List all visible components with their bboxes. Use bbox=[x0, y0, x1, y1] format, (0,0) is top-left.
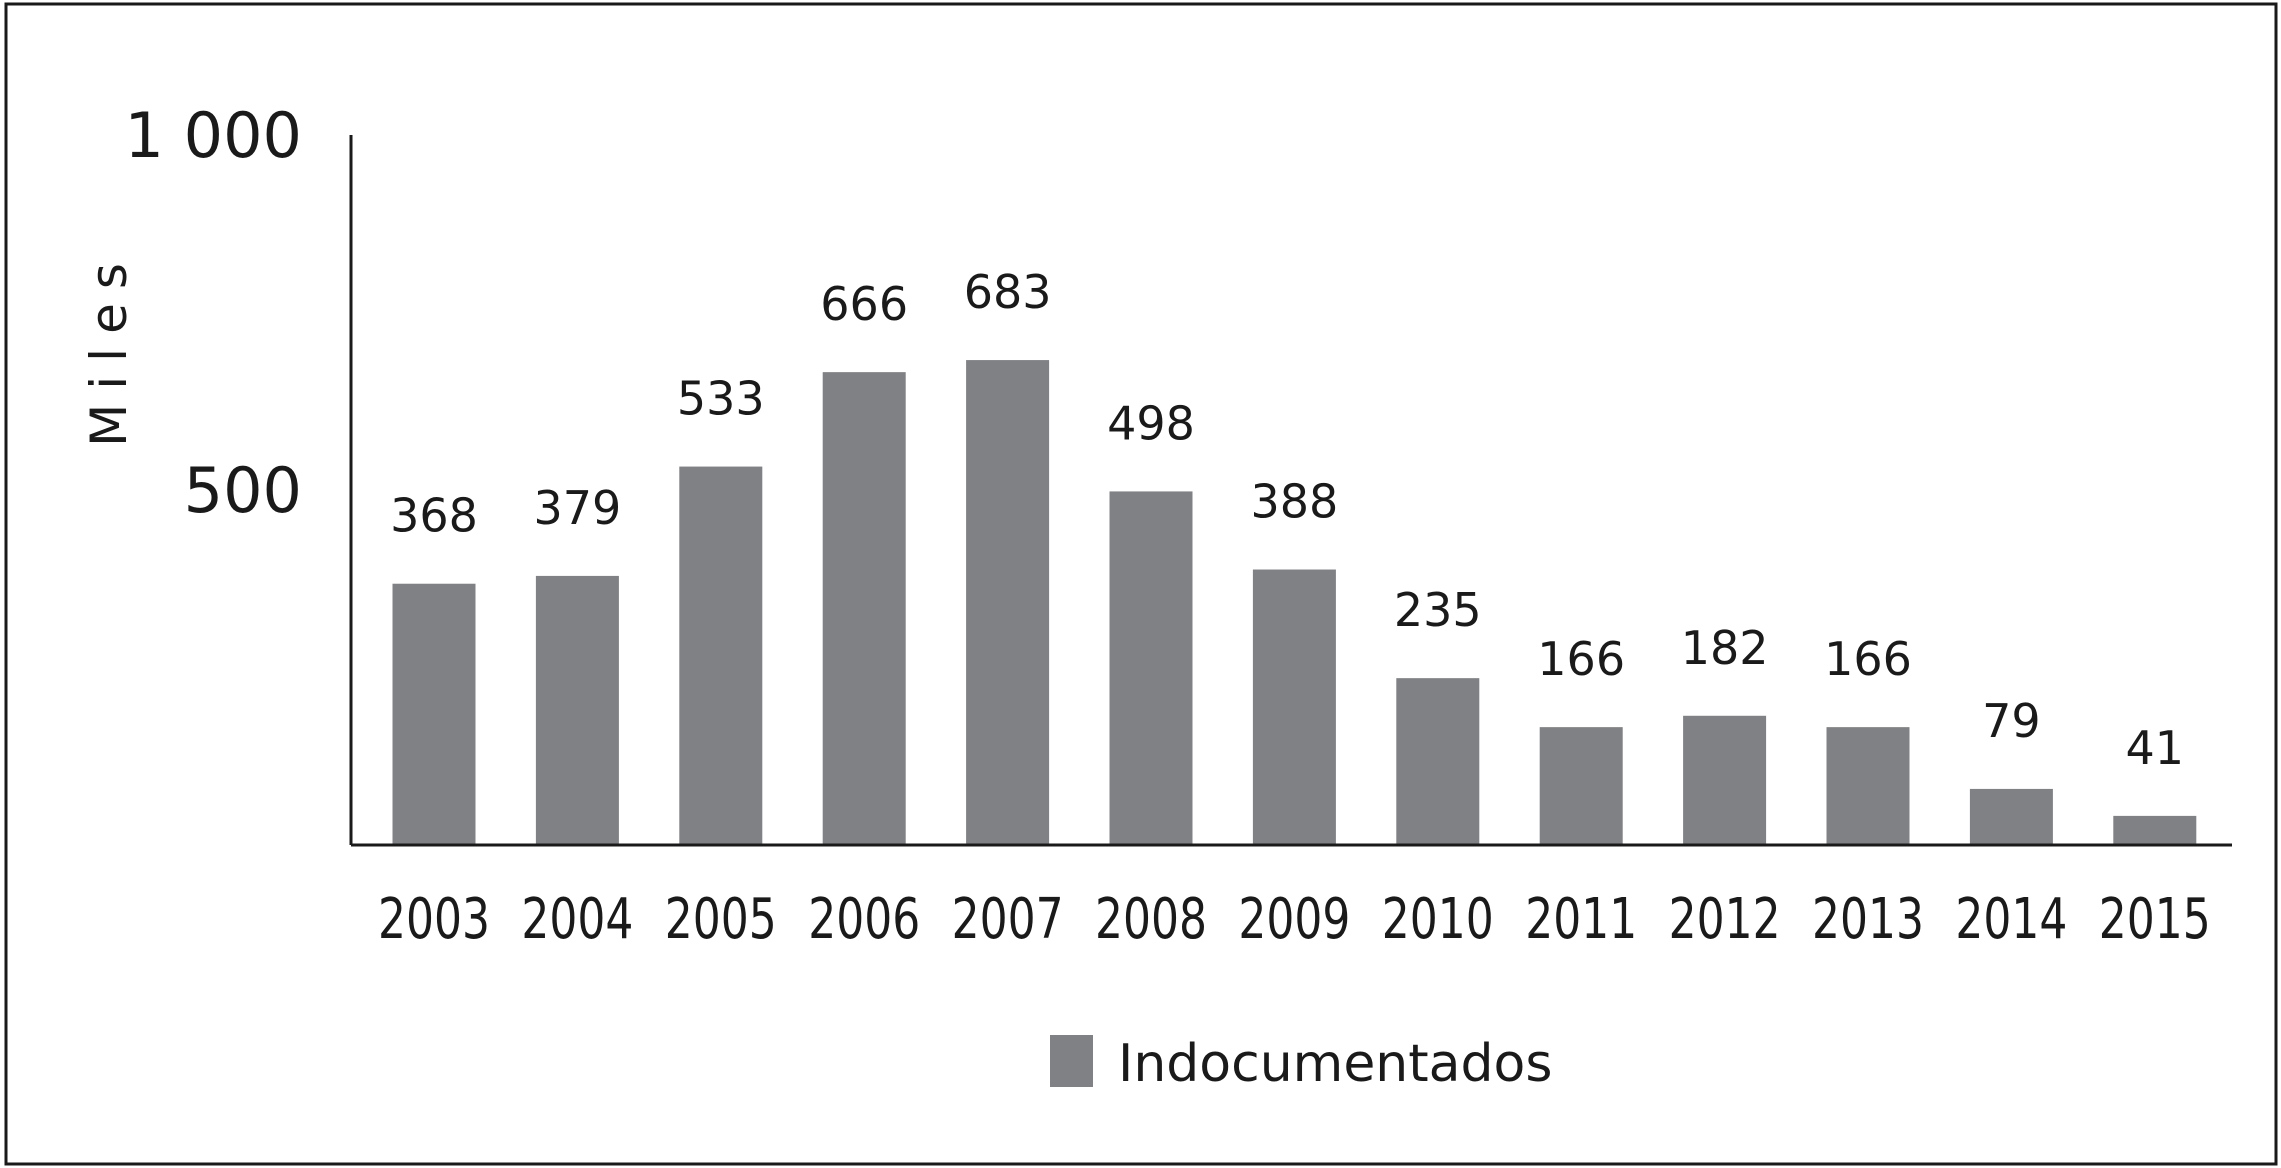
bar-2007 bbox=[966, 360, 1050, 845]
x-tick-label-2010: 2010 bbox=[1382, 887, 1494, 952]
data-label-2010: 235 bbox=[1394, 583, 1482, 637]
legend: Indocumentados bbox=[1050, 1034, 1552, 1094]
bar-2004 bbox=[535, 575, 619, 845]
x-tick-label-2012: 2012 bbox=[1669, 887, 1781, 952]
legend-swatch bbox=[1050, 1035, 1093, 1087]
data-label-2004: 379 bbox=[533, 481, 621, 535]
bar-2014 bbox=[1969, 788, 2053, 845]
x-tick-label-2004: 2004 bbox=[521, 887, 633, 952]
x-tick-label-2014: 2014 bbox=[1955, 887, 2067, 952]
bar-2003 bbox=[392, 583, 476, 845]
bar-2009 bbox=[1252, 569, 1336, 845]
bar-2011 bbox=[1539, 727, 1623, 845]
bar-2008 bbox=[1109, 491, 1193, 845]
data-label-2012: 182 bbox=[1681, 621, 1769, 675]
data-label-2003: 368 bbox=[390, 489, 478, 543]
data-label-2015: 41 bbox=[2126, 721, 2185, 775]
y-axis-label: Miles bbox=[80, 249, 138, 447]
data-label-2008: 498 bbox=[1107, 396, 1195, 450]
y-tick-labels-layer: 500 1 000 bbox=[125, 99, 303, 527]
x-tick-label-2013: 2013 bbox=[1812, 887, 1924, 952]
bar-2005 bbox=[679, 466, 763, 845]
data-label-2009: 388 bbox=[1250, 475, 1338, 529]
y-tick-label-500: 500 bbox=[184, 454, 302, 527]
x-tick-label-2006: 2006 bbox=[808, 887, 920, 952]
legend-label: Indocumentados bbox=[1118, 1034, 1552, 1094]
x-tick-label-2011: 2011 bbox=[1525, 887, 1637, 952]
x-tick-label-2015: 2015 bbox=[2099, 887, 2211, 952]
x-tick-labels-layer: 2003 2004 2005 2006 2007 2008 2009 2010 2011 2012… bbox=[378, 887, 2211, 952]
data-label-2011: 166 bbox=[1537, 632, 1625, 686]
x-tick-label-2008: 2008 bbox=[1095, 887, 1207, 952]
x-tick-label-2003: 2003 bbox=[378, 887, 490, 952]
data-label-2006: 666 bbox=[820, 277, 908, 331]
x-tick-label-2009: 2009 bbox=[1238, 887, 1350, 952]
bar-2013 bbox=[1826, 727, 1910, 845]
bar-2006 bbox=[822, 372, 906, 845]
data-label-2013: 166 bbox=[1824, 632, 1912, 686]
data-label-2014: 79 bbox=[1982, 694, 2041, 748]
bars-layer bbox=[392, 360, 2197, 845]
bar-2012 bbox=[1683, 715, 1767, 845]
x-tick-label-2007: 2007 bbox=[952, 887, 1064, 952]
y-tick-label-1000: 1 000 bbox=[125, 99, 303, 172]
bar-2015 bbox=[2113, 815, 2197, 845]
data-labels-layer: 368 379 533 666 683 498 388 235 166 182 166 79 41 bbox=[390, 265, 2184, 775]
x-tick-label-2005: 2005 bbox=[665, 887, 777, 952]
data-label-2007: 683 bbox=[964, 265, 1052, 319]
chart-border bbox=[4, 2, 2278, 1166]
data-label-2005: 533 bbox=[677, 372, 765, 426]
bar-2010 bbox=[1396, 678, 1480, 845]
